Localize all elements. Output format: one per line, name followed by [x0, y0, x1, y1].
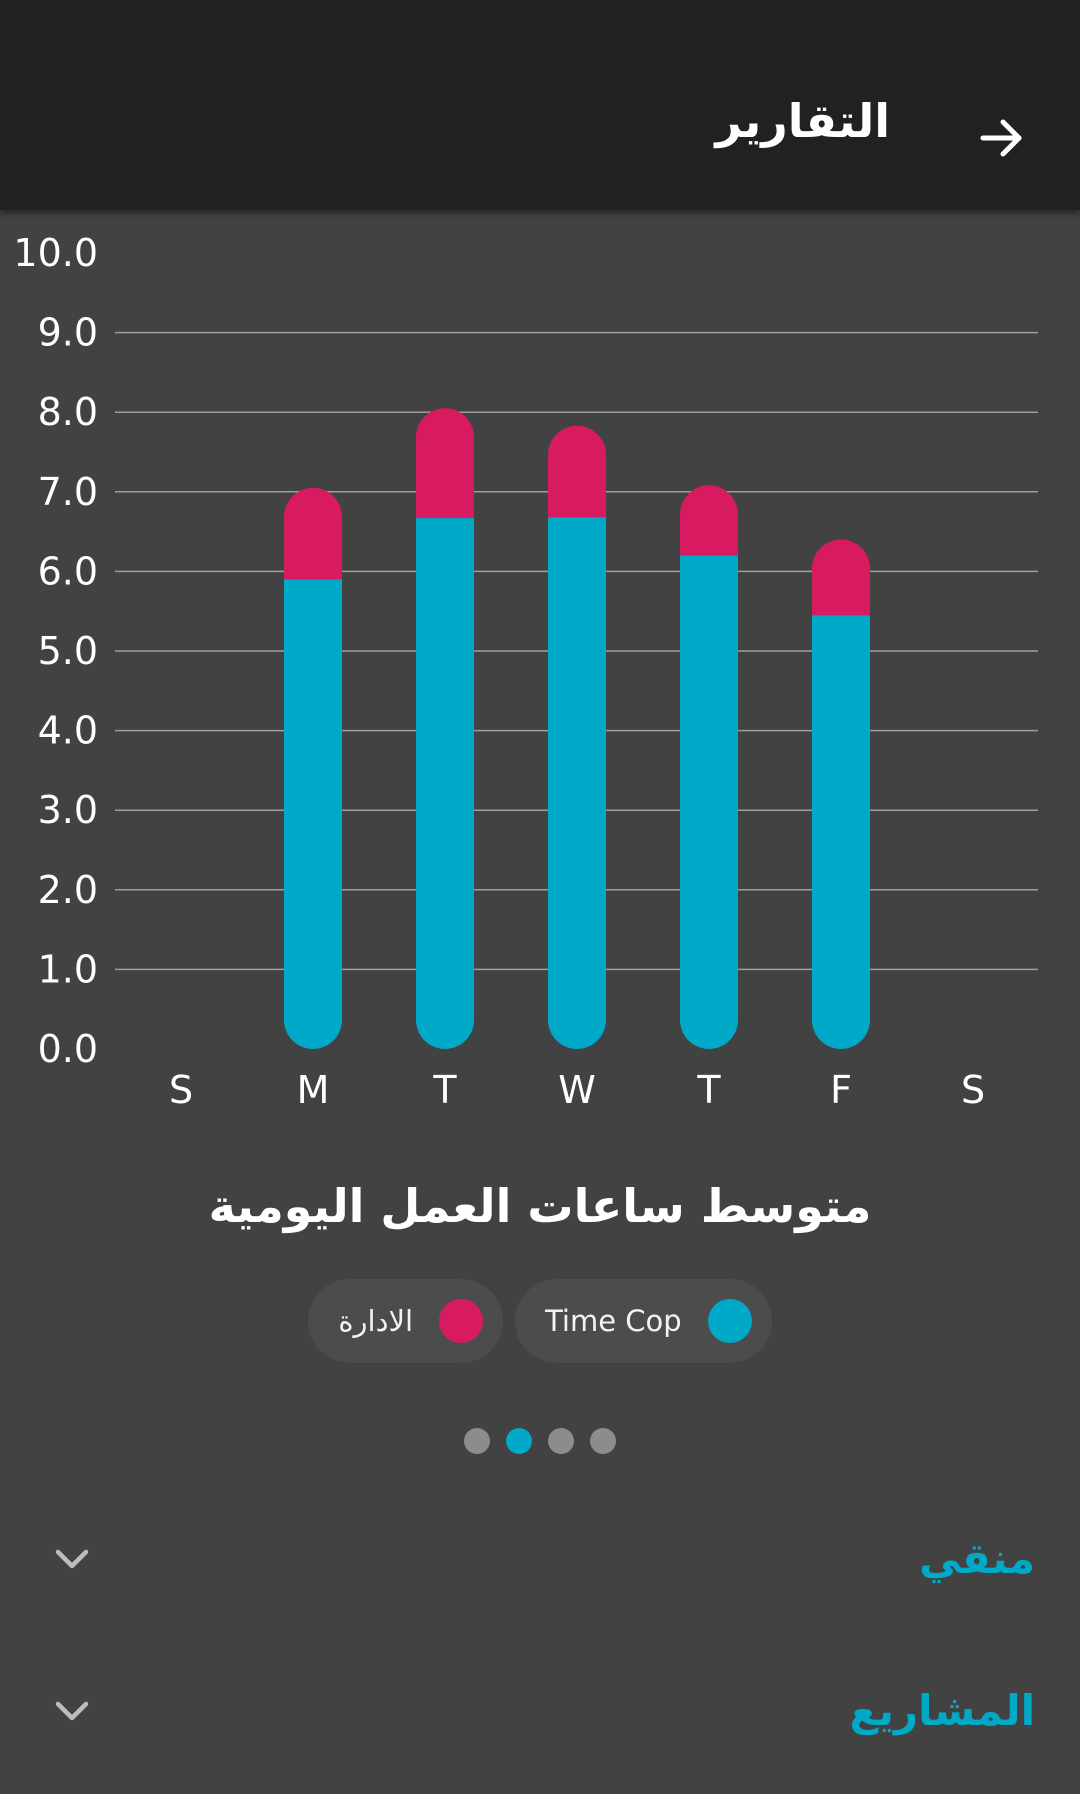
bar-timecop[interactable]	[812, 615, 870, 1049]
filter-expander[interactable]: منقي	[0, 1498, 1080, 1628]
y-tick-label: 0.0	[38, 1027, 98, 1071]
y-tick-label: 10.0	[13, 231, 98, 275]
y-tick-label: 3.0	[38, 788, 98, 832]
x-tick-label: W	[558, 1068, 596, 1110]
chart-title: متوسط ساعات العمل اليومية	[208, 1179, 872, 1233]
bar-admin[interactable]	[548, 425, 606, 518]
x-tick-label: S	[169, 1068, 193, 1110]
x-tick-label: T	[696, 1068, 721, 1110]
y-tick-label: 2.0	[38, 868, 98, 912]
bar-admin[interactable]	[680, 484, 738, 556]
bar-stack[interactable]	[680, 484, 738, 1049]
page-dot-4[interactable]	[590, 1428, 616, 1454]
bar-stack[interactable]	[548, 425, 606, 1049]
bar-admin[interactable]	[284, 487, 342, 580]
y-tick-label: 6.0	[38, 549, 98, 593]
chart-legend: الادارة Time Cop	[0, 1279, 1080, 1363]
bar-stack[interactable]	[284, 487, 342, 1049]
legend-chip-timecop[interactable]: Time Cop	[515, 1279, 772, 1363]
x-tick-label: T	[432, 1068, 457, 1110]
bar-timecop[interactable]	[284, 579, 342, 1049]
bar-stack[interactable]	[812, 539, 870, 1049]
bar-admin[interactable]	[812, 539, 870, 616]
x-tick-label: M	[297, 1068, 330, 1110]
legend-chip-admin[interactable]: الادارة	[308, 1279, 504, 1363]
bar-timecop[interactable]	[680, 555, 738, 1049]
page-dot-3[interactable]	[548, 1428, 574, 1454]
filter-label: منقي	[919, 1534, 1035, 1583]
bar-timecop[interactable]	[548, 517, 606, 1049]
app-bar: التقارير	[0, 0, 1080, 210]
y-tick-label: 5.0	[38, 629, 98, 673]
x-tick-label: S	[961, 1068, 985, 1110]
back-button[interactable]	[964, 100, 1040, 176]
bar-stack[interactable]	[416, 407, 474, 1049]
stacked-bar-chart: 0.0 1.0 2.0 3.0 4.0 5.0 6.0 7.0 8.0 9.0 10.0 S M T W T F…	[13, 231, 1038, 1110]
bar-timecop[interactable]	[416, 518, 474, 1049]
y-tick-label: 1.0	[38, 947, 98, 991]
x-tick-label: F	[830, 1068, 852, 1110]
legend-label-admin: الادارة	[338, 1304, 414, 1338]
y-tick-label: 9.0	[38, 311, 98, 355]
bar-admin[interactable]	[416, 407, 474, 519]
legend-swatch-admin	[439, 1299, 484, 1343]
projects-expander[interactable]: المشاريع	[0, 1650, 1080, 1780]
projects-label: المشاريع	[849, 1686, 1035, 1735]
page-indicator	[0, 1428, 1080, 1454]
chevron-down-icon	[55, 1549, 89, 1569]
legend-label-timecop: Time Cop	[545, 1304, 682, 1338]
legend-swatch-timecop	[707, 1299, 752, 1343]
page-dot-1[interactable]	[464, 1428, 490, 1454]
y-tick-label: 4.0	[38, 709, 98, 753]
y-tick-label: 8.0	[38, 390, 98, 434]
page-title: التقارير	[715, 94, 890, 148]
chevron-down-icon	[55, 1701, 89, 1721]
page-dot-2[interactable]	[506, 1428, 532, 1454]
y-tick-label: 7.0	[38, 470, 98, 514]
arrow-forward-icon	[980, 119, 1022, 157]
